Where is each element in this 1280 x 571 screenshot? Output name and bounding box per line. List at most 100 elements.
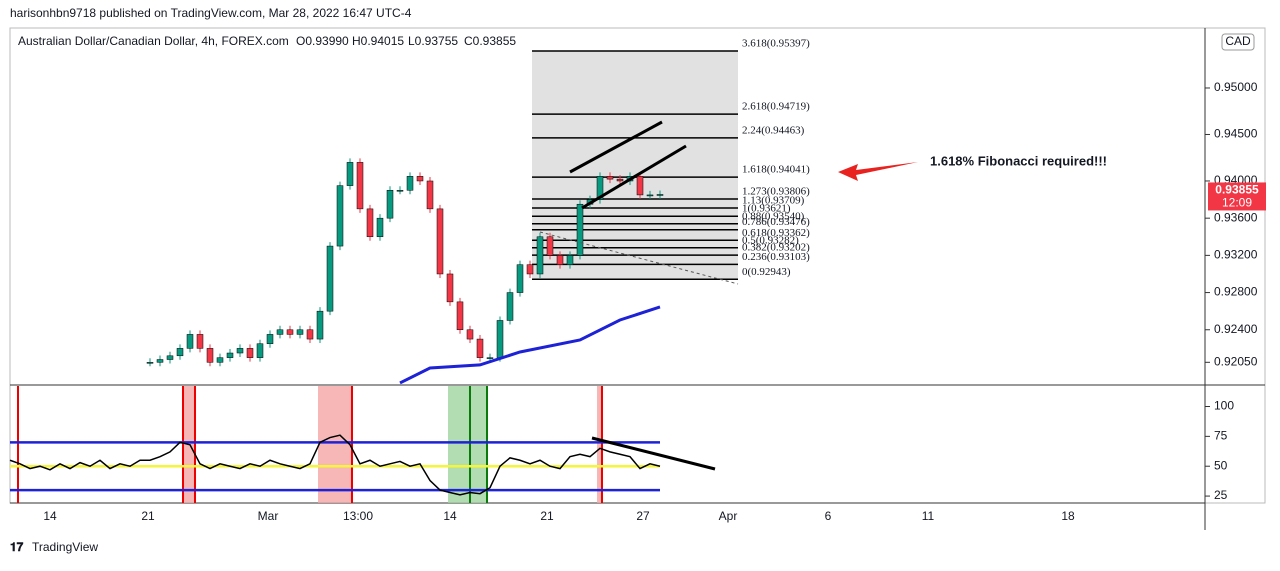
fib-label: 0.5(0.93282) <box>742 234 799 246</box>
candle <box>206 348 214 363</box>
candle <box>656 194 664 196</box>
candle <box>376 217 384 238</box>
open: O0.93990 <box>296 34 349 48</box>
y-tick-label: 0.93200 <box>1214 248 1258 262</box>
fib-label: 1.13(0.93709) <box>742 195 805 207</box>
candle <box>466 329 474 340</box>
candle <box>146 362 154 364</box>
candle <box>596 176 604 200</box>
x-tick-label: 14 <box>443 509 457 523</box>
logo: 𝟏𝟕 <box>10 540 24 554</box>
fib-label: 0.786(0.93476) <box>742 216 810 228</box>
trend-line <box>581 144 687 210</box>
candle <box>196 334 204 349</box>
price-badge <box>1208 182 1266 211</box>
candle <box>336 185 344 247</box>
candle <box>256 343 264 358</box>
trend-line <box>591 436 716 471</box>
candle <box>226 352 234 358</box>
price-label: 0.93855 <box>1215 183 1259 197</box>
y-tick-label: 100 <box>1214 399 1234 413</box>
fib-label: 1.273(0.93806) <box>742 186 810 198</box>
currency[interactable]: CAD <box>1225 34 1251 48</box>
x-tick-label: 27 <box>636 509 650 523</box>
candle <box>386 190 394 219</box>
candle <box>236 348 244 354</box>
candle <box>306 329 314 340</box>
osc-highlights <box>17 386 603 503</box>
candle <box>276 329 284 335</box>
symbol: Australian Dollar/Canadian Dollar, 4h, F… <box>18 34 289 48</box>
fib-label: 0.236(0.93103) <box>742 251 810 263</box>
y-tick-label: 0.95000 <box>1214 80 1258 94</box>
fib-label: 0.88(0.93540) <box>742 210 805 222</box>
x-tick-label: 14 <box>43 509 57 523</box>
y-tick-label: 75 <box>1214 429 1228 443</box>
candle <box>156 359 164 363</box>
fib-label: 1.618(0.94041) <box>742 164 810 176</box>
y-tick-label: 50 <box>1214 458 1228 472</box>
candle <box>446 273 454 303</box>
publisher: harisonhbn9718 published on TradingView.… <box>10 6 412 20</box>
candle <box>456 301 464 331</box>
y-tick-label: 25 <box>1214 488 1228 502</box>
fib-label: 2.24(0.94463) <box>742 124 805 136</box>
candle <box>246 348 254 358</box>
fib-label: 1(0.93621) <box>742 203 791 215</box>
plot: 0.920500.924000.928000.932000.936000.940… <box>9 38 1266 523</box>
countdown: 12:09 <box>1222 196 1252 210</box>
candle <box>176 348 184 357</box>
y-tick-label: 0.93600 <box>1214 210 1258 224</box>
x-tick-label: 21 <box>540 509 554 523</box>
footer: TradingView <box>32 540 98 554</box>
candle <box>356 162 364 210</box>
fib-label: 0.382(0.93202) <box>742 242 810 254</box>
currency-badge[interactable] <box>1221 33 1255 51</box>
candle <box>186 334 194 349</box>
candle <box>566 255 574 265</box>
trend-line <box>539 231 739 285</box>
candle <box>366 208 374 238</box>
trend-line <box>569 120 663 174</box>
annotation: 1.618% Fibonacci required!!! <box>930 153 1107 168</box>
candle <box>436 208 444 275</box>
x-tick-label: Mar <box>258 509 279 523</box>
candle <box>486 357 494 359</box>
candle <box>426 180 434 210</box>
fib-label: 2.618(0.94719) <box>742 101 810 113</box>
arrow <box>838 162 918 181</box>
candle <box>296 329 304 335</box>
candle <box>516 264 524 293</box>
x-tick-label: Apr <box>719 509 738 523</box>
x-tick-label: 6 <box>825 509 832 523</box>
fib-box <box>532 51 738 280</box>
highlight <box>597 386 603 503</box>
candle <box>216 357 224 363</box>
candle <box>636 176 644 196</box>
low: L0.93755 <box>408 34 458 48</box>
candle <box>496 320 504 358</box>
x-tick-label: 21 <box>141 509 155 523</box>
candle <box>556 255 564 265</box>
candle <box>416 176 424 182</box>
candle <box>286 329 294 335</box>
candle <box>526 264 534 275</box>
candle <box>646 194 654 197</box>
x-tick-label: 18 <box>1061 509 1075 523</box>
candle <box>266 334 274 344</box>
y-tick-label: 0.94500 <box>1214 127 1258 141</box>
candle <box>316 310 324 340</box>
candle <box>506 292 514 321</box>
candle <box>546 236 554 256</box>
fib-label: 3.618(0.95397) <box>742 38 810 50</box>
y-tick-label: 0.92400 <box>1214 322 1258 336</box>
candle <box>166 355 174 360</box>
y-tick-label: 0.92800 <box>1214 285 1258 299</box>
highlight <box>318 386 352 503</box>
highlight <box>448 386 488 503</box>
candle <box>536 236 544 275</box>
candle <box>326 245 334 312</box>
y-tick-label: 0.92050 <box>1214 354 1258 368</box>
moving-average <box>399 305 661 385</box>
candle <box>616 178 624 182</box>
